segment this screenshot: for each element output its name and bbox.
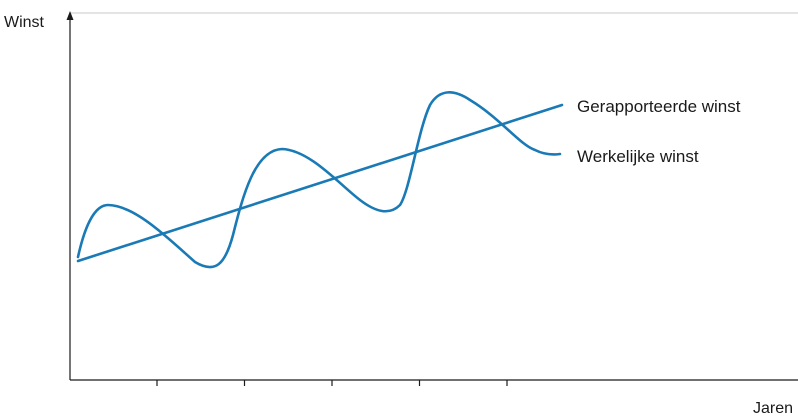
series-label-werkelijke-winst: Werkelijke winst	[577, 147, 699, 166]
x-axis-label: Jaren	[753, 400, 793, 417]
series-line-gerapporteerde-winst	[76, 103, 564, 263]
x-axis-ticks	[156, 380, 508, 386]
series-line-werkelijke-winst	[76, 91, 562, 269]
y-axis-arrow-icon	[66, 11, 74, 20]
series-label-gerapporteerde-winst: Gerapporteerde winst	[577, 97, 741, 116]
y-axis-label: Winst	[4, 14, 45, 31]
